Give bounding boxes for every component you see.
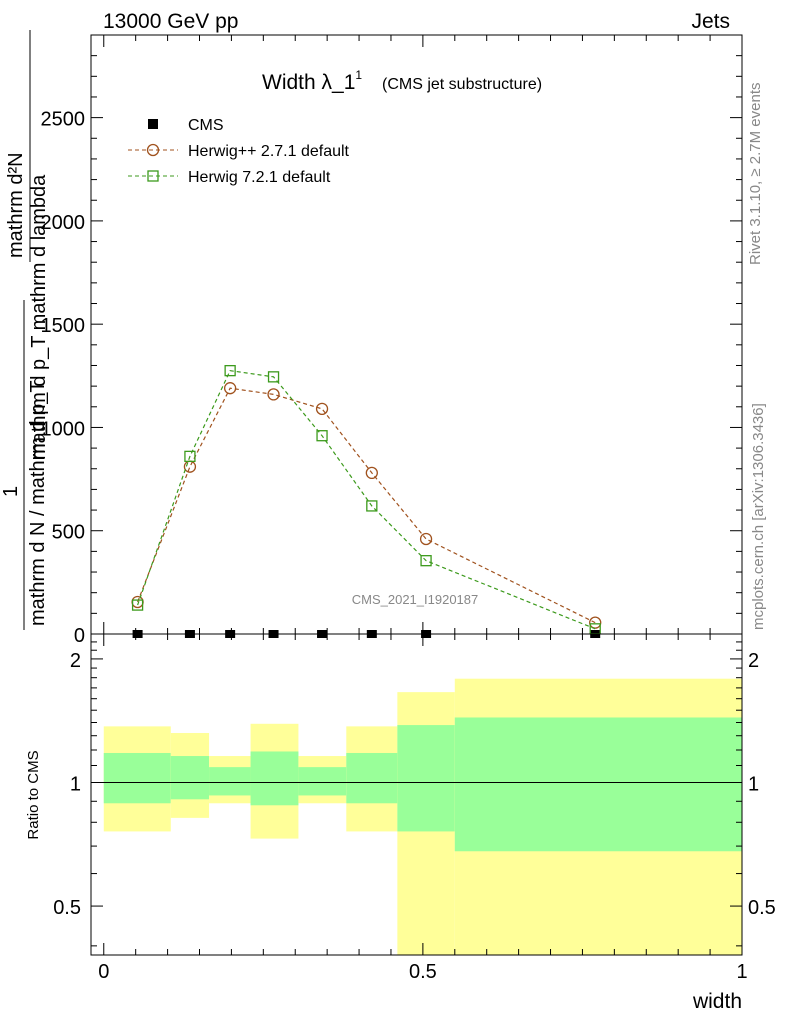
legend-cms-label: CMS bbox=[188, 117, 224, 134]
herwig7-point bbox=[131, 599, 144, 611]
ratio-stat-band bbox=[454, 717, 742, 852]
ratio-panel-frame bbox=[90, 633, 743, 956]
herwigpp-point bbox=[183, 460, 197, 473]
ratio-ytick-label: 1 bbox=[70, 773, 81, 795]
y-label-bottom-numerator: 1 bbox=[0, 486, 22, 497]
ratio-ytick-label-right: 0.5 bbox=[748, 897, 776, 919]
main-ytick-label: 1500 bbox=[41, 315, 86, 337]
ratio-stat-band bbox=[298, 767, 347, 796]
x-tick-label: 0 bbox=[98, 961, 109, 983]
ratio-stat-band bbox=[250, 751, 299, 806]
ratio-stat-band bbox=[170, 756, 210, 800]
herwig7-point bbox=[224, 364, 236, 377]
ratio-y-axis-label: Ratio to CMS bbox=[25, 750, 42, 839]
legend-herwigpp-marker bbox=[146, 143, 160, 157]
herwigpp-point bbox=[419, 532, 433, 546]
ratio-axis-ticks: 0.5 0.5 1 1 2 2 bbox=[53, 634, 776, 955]
main-ytick-label: 2500 bbox=[41, 109, 86, 131]
ratio-ytick-label: 2 bbox=[70, 650, 81, 672]
series-line-herwig7 bbox=[137, 369, 596, 630]
herwig7-point bbox=[316, 430, 328, 442]
plot-title: Width λ_11 bbox=[262, 68, 362, 94]
ratio-ytick-label: 0.5 bbox=[53, 897, 81, 919]
main-ytick-label: 500 bbox=[52, 522, 85, 544]
rivet-version-label: Rivet 3.1.10, ≥ 2.7M events bbox=[747, 83, 764, 266]
main-ytick-label: 1000 bbox=[41, 418, 86, 440]
herwigpp-point bbox=[267, 388, 280, 401]
legend-cms-marker bbox=[148, 119, 158, 129]
legend-herwig7-marker bbox=[147, 170, 159, 182]
y-label-bottom-denominator: mathrm d N / mathrm d p_T bbox=[27, 380, 49, 626]
y-label-top-denominator: mathrm d p_T mathrm d lambda bbox=[28, 174, 50, 460]
x-tick-label: 0.5 bbox=[409, 961, 437, 983]
header-process-label: Jets bbox=[691, 10, 730, 33]
analysis-watermark: CMS_2021_I1920187 bbox=[352, 592, 479, 607]
legend: CMS Herwig++ 2.7.1 default Herwig 7.2.1 … bbox=[128, 117, 350, 186]
ratio-stat-band bbox=[397, 725, 455, 832]
herwig7-point bbox=[184, 450, 196, 463]
ratio-ytick-label-right: 1 bbox=[748, 773, 759, 795]
ratio-stat-band bbox=[209, 767, 251, 796]
main-ytick-label: 0 bbox=[74, 625, 85, 647]
herwig7-point bbox=[366, 500, 378, 512]
main-y-axis-label: mathrm d²N mathrm d p_T mathrm d lambda … bbox=[0, 30, 50, 630]
main-axis-ticks: 0 500 1000 1500 2000 2500 bbox=[41, 35, 743, 647]
x-axis-label: width bbox=[692, 990, 742, 1013]
ratio-ytick-label-right: 2 bbox=[748, 650, 759, 672]
herwigpp-point bbox=[315, 402, 329, 416]
herwig7-point bbox=[267, 371, 280, 383]
legend-herwig7-label: Herwig 7.2.1 default bbox=[188, 169, 331, 186]
header-collision-label: 13000 GeV pp bbox=[103, 10, 238, 33]
herwigpp-point bbox=[131, 595, 144, 609]
ratio-uncertainty-bands bbox=[103, 678, 742, 955]
legend-herwigpp-label: Herwig++ 2.7.1 default bbox=[188, 143, 350, 160]
ratio-stat-band bbox=[103, 752, 171, 804]
mcplots-reference-label: mcplots.cern.ch [arXiv:1306.3436] bbox=[750, 403, 767, 630]
herwigpp-point bbox=[589, 616, 602, 629]
herwigpp-point bbox=[365, 466, 378, 480]
y-label-top-numerator: mathrm d²N bbox=[5, 152, 27, 258]
x-tick-label: 1 bbox=[736, 961, 747, 983]
series-line-herwigpp bbox=[137, 387, 596, 624]
main-ytick-label: 2000 bbox=[41, 212, 86, 234]
herwig7-point bbox=[420, 555, 432, 567]
ratio-stat-band bbox=[346, 752, 398, 804]
x-axis-tick-labels: 0 0.5 1 bbox=[98, 961, 747, 983]
herwigpp-point bbox=[223, 382, 237, 395]
plot-subtitle: (CMS jet substructure) bbox=[382, 76, 542, 93]
